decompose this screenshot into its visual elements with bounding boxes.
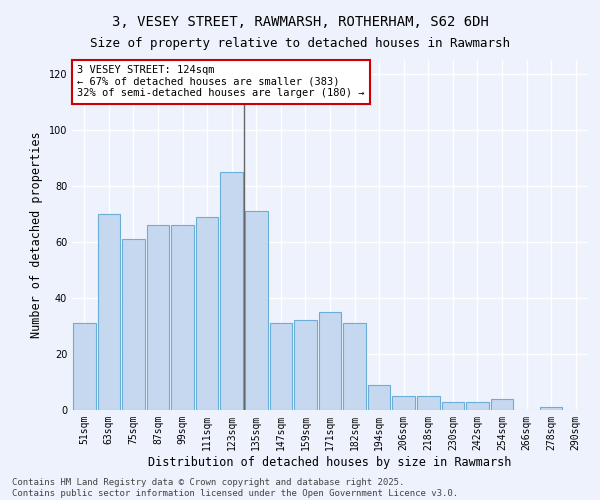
Bar	[73, 323, 95, 410]
Bar	[540, 407, 562, 410]
Bar	[196, 217, 218, 410]
Bar	[171, 225, 194, 410]
Text: 3, VESEY STREET, RAWMARSH, ROTHERHAM, S62 6DH: 3, VESEY STREET, RAWMARSH, ROTHERHAM, S6…	[112, 15, 488, 29]
Bar	[294, 320, 317, 410]
Bar	[417, 396, 440, 410]
Bar	[442, 402, 464, 410]
Bar	[146, 225, 169, 410]
Bar	[220, 172, 243, 410]
Bar	[122, 239, 145, 410]
Bar	[98, 214, 120, 410]
Bar	[392, 396, 415, 410]
Bar	[319, 312, 341, 410]
Bar	[466, 402, 489, 410]
Bar	[343, 323, 366, 410]
Bar	[368, 385, 391, 410]
Text: Size of property relative to detached houses in Rawmarsh: Size of property relative to detached ho…	[90, 38, 510, 51]
Bar	[245, 211, 268, 410]
X-axis label: Distribution of detached houses by size in Rawmarsh: Distribution of detached houses by size …	[148, 456, 512, 468]
Text: Contains HM Land Registry data © Crown copyright and database right 2025.
Contai: Contains HM Land Registry data © Crown c…	[12, 478, 458, 498]
Bar	[269, 323, 292, 410]
Bar	[491, 399, 514, 410]
Text: 3 VESEY STREET: 124sqm
← 67% of detached houses are smaller (383)
32% of semi-de: 3 VESEY STREET: 124sqm ← 67% of detached…	[77, 66, 365, 98]
Y-axis label: Number of detached properties: Number of detached properties	[30, 132, 43, 338]
